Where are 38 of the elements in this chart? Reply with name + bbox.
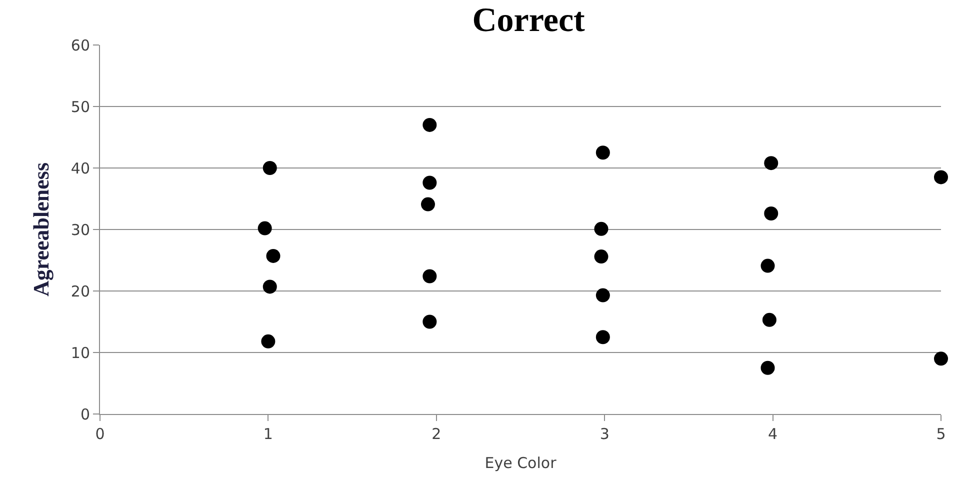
point [594, 222, 608, 236]
point [420, 197, 435, 212]
point [934, 170, 948, 184]
y-tick-label: 60 [70, 36, 90, 54]
point [266, 248, 280, 263]
chart-title: Correct [472, 2, 586, 40]
point [262, 280, 277, 294]
point [764, 206, 778, 221]
point [261, 334, 276, 348]
point [596, 288, 610, 302]
x-tick-label: 5 [936, 425, 946, 443]
point [258, 221, 272, 236]
point [764, 156, 778, 170]
point [760, 360, 775, 375]
point [596, 146, 610, 160]
point [594, 250, 608, 264]
point [762, 312, 776, 327]
point [422, 176, 437, 190]
y-axis-title: Agreeableness [28, 162, 54, 297]
y-tick-label: 0 [80, 405, 90, 424]
y-tick-label: 20 [70, 282, 90, 300]
x-tick-label: 1 [263, 425, 273, 443]
y-tick-label: 30 [70, 220, 90, 239]
point [934, 352, 948, 366]
point [422, 118, 437, 132]
point [596, 330, 610, 344]
point [760, 258, 775, 273]
x-axis-title: Eye Color [484, 454, 558, 472]
x-tick-label: 4 [768, 425, 778, 443]
x-tick-label: 0 [95, 425, 105, 443]
y-tick-label: 40 [70, 159, 90, 178]
point [262, 161, 277, 175]
x-tick-label: 3 [600, 425, 610, 443]
x-tick-label: 2 [432, 425, 442, 443]
point [422, 314, 437, 329]
y-tick-label: 10 [70, 344, 90, 362]
y-tick-label: 50 [70, 98, 90, 116]
point [422, 269, 437, 284]
